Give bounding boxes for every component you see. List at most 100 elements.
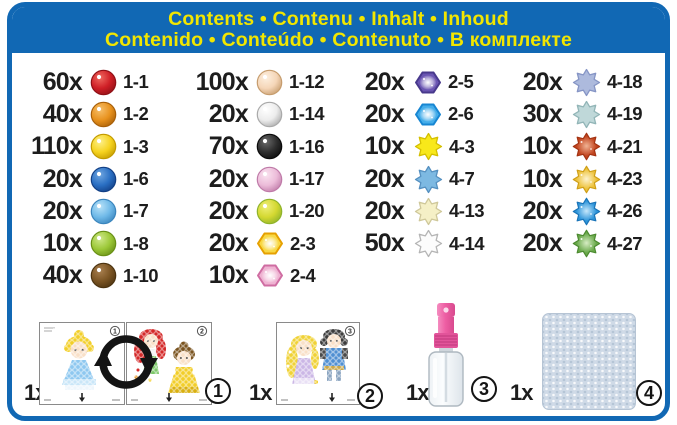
item-number-1: 1: [205, 378, 231, 404]
hex-bead-icon: [414, 70, 442, 95]
star-bead-icon: [414, 132, 443, 161]
bead-inventory-grid: 60x 1-1 40x 1-2 110x 1-3 20x 1-6 20x 1-7 10x 1-8 40x…: [12, 7, 665, 416]
star-bead-icon: [572, 100, 601, 129]
bead-code: 1-8: [123, 232, 149, 254]
svg-text:3: 3: [348, 329, 352, 336]
bead-code: 1-17: [289, 168, 325, 190]
bead-code: 1-7: [123, 200, 149, 222]
bead-count: 20x: [522, 196, 563, 225]
ball-bead-icon: [256, 133, 283, 160]
bead-count: 20x: [364, 164, 405, 193]
ball-bead-icon: [256, 166, 283, 193]
bead-code: 4-3: [449, 135, 475, 157]
bead-count: 100x: [195, 67, 249, 96]
bead-code: 1-14: [289, 103, 325, 125]
bead-row: 20x 2-5: [344, 66, 484, 98]
bead-count: 10x: [208, 261, 249, 290]
bead-code: 1-1: [123, 71, 149, 93]
bead-count: 20x: [208, 196, 249, 225]
bead-code: 4-27: [607, 232, 643, 254]
bead-code: 1-10: [123, 264, 159, 286]
svg-text:2: 2: [200, 329, 204, 336]
bead-count: 70x: [208, 132, 249, 161]
bead-column-4: 20x 4-18 30x 4-19 10x 4-21 10x 4-23 20x 4-26 20x 4-…: [504, 66, 643, 260]
bead-code: 4-14: [449, 232, 485, 254]
bead-row: 10x 4-21: [504, 131, 643, 163]
ball-bead-icon: [90, 69, 117, 96]
star-bead-icon: [414, 229, 443, 258]
bead-count: 20x: [42, 196, 83, 225]
bead-row: 10x 2-4: [182, 260, 324, 292]
ball-bead-icon: [256, 69, 283, 96]
ball-bead-icon: [90, 230, 117, 257]
bead-code: 1-3: [123, 135, 149, 157]
item-number-3: 3: [471, 376, 497, 402]
ball-bead-icon: [90, 101, 117, 128]
bead-row: 20x 2-6: [344, 98, 484, 130]
template-sheet-side-3: 3: [276, 322, 360, 405]
bead-code: 2-4: [290, 264, 316, 286]
bead-count: 20x: [522, 67, 563, 96]
star-bead-icon: [414, 197, 443, 226]
bead-row: 20x 4-27: [504, 227, 643, 259]
bead-count: 10x: [522, 164, 563, 193]
spray-bottle: [428, 303, 464, 407]
bead-row: 20x 4-7: [344, 163, 484, 195]
bead-row: 30x 4-19: [504, 98, 643, 130]
bead-code: 4-26: [607, 200, 643, 222]
bead-row: 10x 4-23: [504, 163, 643, 195]
bead-row: 20x 1-17: [182, 163, 325, 195]
bead-column-3: 20x 2-5 20x 2-6 10x 4-3 20x 4-7 20x 4-13 50x 4-14: [344, 66, 485, 260]
bead-row: 20x 1-14: [182, 98, 325, 130]
star-bead-icon: [572, 68, 601, 97]
ball-bead-icon: [90, 198, 117, 225]
bead-code: 4-18: [607, 71, 643, 93]
template-sheet-side-1: 1: [39, 322, 125, 405]
bead-code: 2-5: [448, 71, 474, 93]
bead-row: 20x 4-13: [344, 195, 485, 227]
bead-code: 1-16: [289, 135, 325, 157]
star-glow-bead-icon: [572, 132, 601, 161]
hex-bead-icon: [414, 102, 442, 127]
bead-code: 2-3: [290, 232, 316, 254]
double-sided-arrows-icon: [94, 335, 158, 389]
bead-code: 4-23: [607, 168, 643, 190]
ball-bead-icon: [90, 133, 117, 160]
bead-count: 40x: [42, 261, 83, 290]
bead-count: 10x: [364, 132, 405, 161]
bead-code: 4-7: [449, 168, 475, 190]
item-2-count: 1x: [249, 380, 273, 405]
svg-text:1: 1: [113, 329, 117, 336]
bead-row: 110x 1-3: [20, 131, 158, 163]
item-4-count: 1x: [510, 380, 534, 405]
contents-header: Contents • Contenu • Inhalt • Inhoud Con…: [12, 7, 665, 53]
header-line-2: Contenido • Conteúdo • Contenuto • В ком…: [104, 29, 573, 51]
bead-count: 20x: [208, 99, 249, 128]
bead-count: 20x: [364, 196, 405, 225]
bead-count: 110x: [30, 132, 83, 161]
bead-code: 1-6: [123, 168, 149, 190]
bead-row: 40x 1-2: [20, 98, 158, 130]
bead-row: 60x 1-1: [20, 66, 158, 98]
bead-row: 20x 1-20: [182, 195, 325, 227]
bead-row: 20x 2-3: [182, 227, 324, 259]
bead-count: 10x: [42, 229, 83, 258]
bead-count: 30x: [522, 99, 563, 128]
bead-count: 20x: [42, 164, 83, 193]
bead-code: 4-13: [449, 200, 485, 222]
ball-bead-icon: [256, 101, 283, 128]
bead-row: 40x 1-10: [20, 260, 159, 292]
bead-count: 40x: [42, 99, 83, 128]
page-frame: Contents • Contenu • Inhalt • Inhoud Con…: [7, 2, 670, 421]
bead-row: 20x 1-7: [20, 195, 158, 227]
hex-bead-icon: [256, 263, 284, 288]
header-line-1: Contents • Contenu • Inhalt • Inhoud: [168, 8, 509, 30]
star-glow-bead-icon: [572, 197, 601, 226]
bead-row: 10x 1-8: [20, 227, 158, 259]
bead-row: 50x 4-14: [344, 227, 485, 259]
item-number-4: 4: [636, 380, 662, 406]
hex-bead-icon: [256, 231, 284, 256]
bead-count: 20x: [364, 99, 405, 128]
ball-bead-icon: [90, 166, 117, 193]
